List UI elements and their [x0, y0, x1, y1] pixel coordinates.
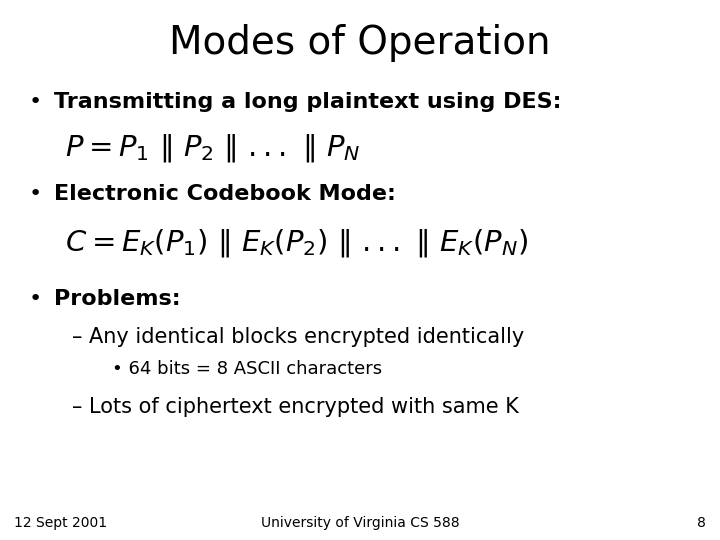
Text: Electronic Codebook Mode:: Electronic Codebook Mode:	[54, 184, 396, 204]
Text: $P = P_1\ \|\ P_2\ \|\ ...\ \|\ P_{\mathit{N}}$: $P = P_1\ \|\ P_2\ \|\ ...\ \|\ P_{\math…	[65, 132, 360, 164]
Text: Problems:: Problems:	[54, 289, 181, 309]
Text: •: •	[29, 184, 42, 204]
Text: Transmitting a long plaintext using DES:: Transmitting a long plaintext using DES:	[54, 92, 562, 112]
Text: 12 Sept 2001: 12 Sept 2001	[14, 516, 107, 530]
Text: $C = E_K(P_1)\ \|\ E_K(P_2)\ \|\ ...\ \|\ E_K(P_{\mathit{N}})$: $C = E_K(P_1)\ \|\ E_K(P_2)\ \|\ ...\ \|…	[65, 227, 528, 259]
Text: • 64 bits = 8 ASCII characters: • 64 bits = 8 ASCII characters	[112, 360, 382, 378]
Text: 8: 8	[697, 516, 706, 530]
Text: – Any identical blocks encrypted identically: – Any identical blocks encrypted identic…	[72, 327, 524, 347]
Text: University of Virginia CS 588: University of Virginia CS 588	[261, 516, 459, 530]
Text: •: •	[29, 92, 42, 112]
Text: •: •	[29, 289, 42, 309]
Text: – Lots of ciphertext encrypted with same K: – Lots of ciphertext encrypted with same…	[72, 397, 519, 417]
Text: Modes of Operation: Modes of Operation	[169, 24, 551, 62]
